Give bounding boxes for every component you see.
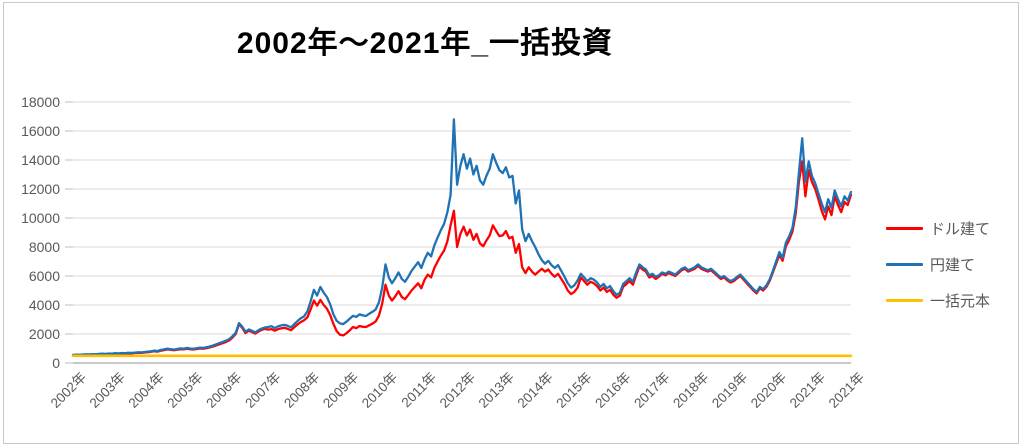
y-axis-label: 8000	[29, 239, 60, 255]
legend-item-principal: 一括元本	[886, 282, 1018, 318]
legend-item-dollar: ドル建て	[886, 210, 1018, 246]
series-line-ドル建て	[71, 160, 853, 357]
x-axis-label: 2016年	[592, 370, 633, 411]
x-axis-label: 2021年	[787, 370, 828, 411]
x-axis-label: 2004年	[126, 370, 167, 411]
y-axis-label: 10000	[21, 210, 60, 226]
legend-label-dollar: ドル建て	[930, 220, 991, 238]
y-axis-label: 6000	[29, 268, 60, 284]
principal-series-line-swatch	[886, 298, 923, 302]
x-axis-label: 2002年	[48, 370, 89, 411]
x-axis-label: 2015年	[553, 370, 594, 411]
x-axis-label: 2005年	[164, 370, 205, 411]
legend-item-yen: 円建て	[886, 246, 1018, 282]
x-axis-label: 2011年	[399, 370, 440, 411]
chart-border-frame	[3, 2, 1019, 444]
x-axis-label: 2017年	[631, 370, 672, 411]
y-axis-label: 4000	[29, 297, 60, 313]
x-axis-label: 2007年	[242, 370, 283, 411]
legend-label-principal: 一括元本	[930, 292, 991, 310]
y-axis-label: 16000	[21, 123, 60, 139]
x-axis-label: 2008年	[281, 370, 322, 411]
x-axis-label: 2020年	[748, 370, 789, 411]
y-axis-label: 14000	[21, 152, 60, 168]
chart-title: 2002年～2021年_一括投資	[236, 27, 614, 60]
x-axis-label: 2021年	[826, 370, 867, 411]
series-line-円建て	[71, 118, 853, 357]
yen-series-line-swatch	[886, 262, 923, 266]
y-axis-label: 2000	[29, 326, 60, 342]
x-axis-label: 2019年	[709, 370, 750, 411]
legend-label-yen: 円建て	[930, 256, 976, 274]
x-axis-label: 2006年	[203, 370, 244, 411]
x-axis-label: 2013年	[476, 370, 517, 411]
legend: ドル建て 円建て 一括元本	[886, 210, 1018, 318]
y-axis-label: 12000	[21, 181, 60, 197]
x-axis-label: 2003年	[87, 370, 128, 411]
x-axis-label: 2009年	[320, 370, 361, 411]
x-axis-label: 2012年	[437, 370, 478, 411]
x-axis-label: 2014年	[515, 370, 556, 411]
x-axis-label: 2018年	[670, 370, 711, 411]
y-axis-label: 0	[52, 355, 60, 371]
y-axis-label: 18000	[21, 94, 60, 110]
dollar-series-line-swatch	[886, 226, 923, 230]
x-axis-label: 2010年	[359, 370, 400, 411]
